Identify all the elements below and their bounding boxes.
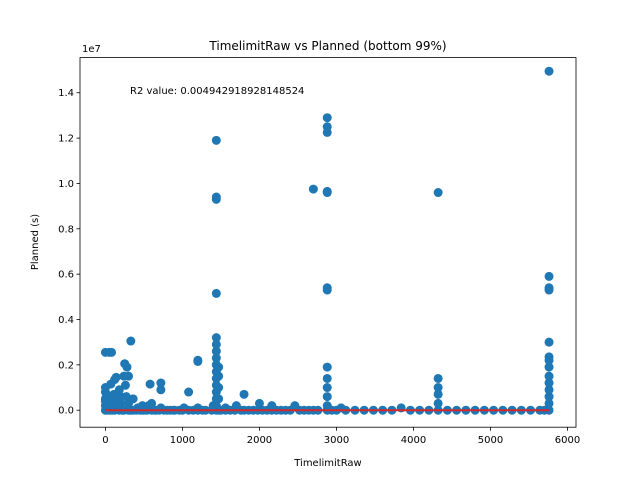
scatter-point: [211, 339, 221, 349]
scatter-point: [254, 398, 264, 408]
x-tick-label: 4000: [401, 435, 426, 446]
scatter-point: [116, 398, 126, 408]
scatter-point: [322, 186, 332, 196]
y-tick-label: 1.0: [58, 179, 74, 190]
r2-annotation: R2 value: 0.004942918928148524: [130, 86, 304, 97]
scatter-point: [308, 184, 318, 194]
x-axis-label: TimelimitRaw: [293, 458, 362, 469]
plot-area-frame: [79, 57, 577, 428]
scatter-point: [433, 389, 443, 399]
scatter-point: [322, 383, 332, 393]
scatter-point: [211, 346, 221, 356]
scatter-point: [211, 288, 221, 298]
scatter-point: [122, 362, 132, 372]
scatter-point: [433, 188, 443, 198]
y-tick-label: 0.0: [58, 406, 74, 417]
scatter-point: [124, 371, 134, 381]
y-tick-label: 0.2: [58, 360, 74, 371]
chart-title: TimelimitRaw vs Planned (bottom 99%): [208, 39, 446, 53]
scatter-point: [145, 379, 155, 389]
x-tick-label: 3000: [324, 435, 349, 446]
scatter-point: [211, 353, 221, 363]
scatter-point: [322, 373, 332, 383]
scatter-point: [120, 380, 130, 390]
scatter-point: [322, 283, 332, 293]
scatter-point: [544, 352, 554, 362]
scatter-point: [147, 398, 157, 408]
x-tick-label: 5000: [478, 435, 503, 446]
scatter-point: [322, 362, 332, 372]
y-tick-label: 1.4: [58, 88, 74, 99]
y-tick-label: 1.2: [58, 134, 74, 145]
scatter-point: [544, 392, 554, 402]
scatter-point: [544, 398, 554, 408]
scatter-point: [433, 383, 443, 393]
scatter-point: [211, 135, 221, 145]
scatter-point: [156, 385, 166, 395]
scatter-point: [184, 387, 194, 397]
scatter-point: [544, 385, 554, 395]
scatter-point: [322, 392, 332, 402]
scatter-point: [322, 122, 332, 132]
scatter-point: [214, 383, 224, 393]
x-tick-label: 0: [102, 435, 108, 446]
scatter-point: [544, 271, 554, 281]
scatter-point: [126, 336, 136, 346]
y-tick-label: 0.4: [58, 315, 74, 326]
scatter-point: [214, 371, 224, 381]
scatter-point: [121, 392, 131, 402]
scatter-point: [544, 283, 554, 293]
scatter-point: [193, 355, 203, 365]
x-tick-label: 6000: [555, 435, 580, 446]
scatter-point: [128, 394, 138, 404]
x-axis-ticks: 0 1000 2000 3000 4000 5000 6000: [102, 427, 580, 446]
scatter-point: [211, 333, 221, 343]
y-axis-ticks: 0.0 0.2 0.4 0.6 0.8 1.0 1.2 1.4: [58, 88, 80, 417]
scatter-point: [214, 394, 224, 404]
scatter-point: [544, 362, 554, 372]
scatter-point: [433, 373, 443, 383]
scatter-point: [111, 372, 121, 382]
scatter-point: [156, 378, 166, 388]
y-tick-label: 0.8: [58, 224, 74, 235]
scatter-point: [114, 385, 124, 395]
x-tick-label: 1000: [170, 435, 195, 446]
x-tick-label: 2000: [247, 435, 272, 446]
scatter-point: [107, 347, 117, 357]
y-offset-label: 1e7: [82, 44, 101, 55]
scatter-points: [100, 66, 554, 415]
y-tick-label: 0.6: [58, 270, 74, 281]
y-axis-label: Planned (s): [30, 214, 41, 270]
scatter-point: [214, 362, 224, 372]
scatter-point: [433, 398, 443, 408]
scatter-point: [544, 378, 554, 388]
scatter-point: [239, 389, 249, 399]
scatter-point: [211, 192, 221, 202]
scatter-point: [544, 66, 554, 76]
scatter-point: [544, 371, 554, 381]
scatter-point: [544, 337, 554, 347]
scatter-point: [322, 113, 332, 123]
